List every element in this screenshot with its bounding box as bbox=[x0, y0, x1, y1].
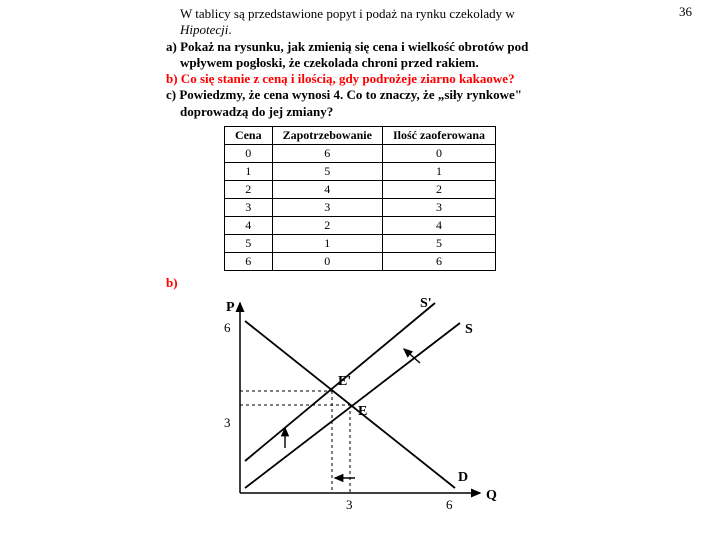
svg-text:6: 6 bbox=[224, 320, 231, 335]
svg-text:E': E' bbox=[338, 374, 351, 389]
table-cell: 6 bbox=[272, 144, 382, 162]
table-cell: 3 bbox=[382, 198, 495, 216]
table-cell: 6 bbox=[224, 252, 272, 270]
svg-text:Q: Q bbox=[486, 488, 497, 503]
question-a-l2: wpływem pogłoski, że czekolada chroni pr… bbox=[180, 55, 660, 71]
table-cell: 6 bbox=[382, 252, 495, 270]
svg-text:6: 6 bbox=[446, 497, 453, 512]
svg-text:S: S bbox=[465, 322, 473, 337]
table-cell: 5 bbox=[224, 234, 272, 252]
table-cell: 5 bbox=[272, 162, 382, 180]
table-row: 333 bbox=[224, 198, 495, 216]
table-row: 151 bbox=[224, 162, 495, 180]
th-ilosc: Ilość zaoferowana bbox=[382, 126, 495, 144]
table-cell: 1 bbox=[272, 234, 382, 252]
svg-text:3: 3 bbox=[346, 497, 353, 512]
question-c-l2: doprowadzą do jej zmiany? bbox=[180, 104, 660, 120]
svg-text:D: D bbox=[458, 470, 468, 485]
data-table: Cena Zapotrzebowanie Ilość zaoferowana 0… bbox=[224, 126, 496, 271]
table-cell: 5 bbox=[382, 234, 495, 252]
table-row: 515 bbox=[224, 234, 495, 252]
question-c-l1: c) Powiedzmy, że cena wynosi 4. Co to zn… bbox=[166, 87, 660, 103]
page-number: 36 bbox=[679, 4, 692, 20]
intro-italic: Hipotecji bbox=[180, 22, 228, 37]
table-cell: 3 bbox=[272, 198, 382, 216]
table-cell: 2 bbox=[272, 216, 382, 234]
th-cena: Cena bbox=[224, 126, 272, 144]
table-header-row: Cena Zapotrzebowanie Ilość zaoferowana bbox=[224, 126, 495, 144]
table-cell: 4 bbox=[272, 180, 382, 198]
question-b: b) Co się stanie z ceną i ilością, gdy p… bbox=[166, 71, 660, 87]
table-row: 424 bbox=[224, 216, 495, 234]
intro-text: W tablicy są przedstawione popyt i podaż… bbox=[180, 6, 640, 39]
table-cell: 0 bbox=[272, 252, 382, 270]
table-cell: 4 bbox=[382, 216, 495, 234]
svg-text:3: 3 bbox=[224, 415, 231, 430]
table-cell: 0 bbox=[224, 144, 272, 162]
table-row: 242 bbox=[224, 180, 495, 198]
th-zapotrzebowanie: Zapotrzebowanie bbox=[272, 126, 382, 144]
svg-text:S': S' bbox=[420, 296, 432, 311]
intro-tail: . bbox=[228, 22, 231, 37]
supply-demand-chart: PQ3636DSS'EE' bbox=[20, 293, 700, 527]
table-cell: 1 bbox=[382, 162, 495, 180]
table-cell: 1 bbox=[224, 162, 272, 180]
svg-text:E: E bbox=[358, 404, 367, 419]
svg-text:P: P bbox=[226, 300, 235, 315]
table-cell: 2 bbox=[382, 180, 495, 198]
table-row: 606 bbox=[224, 252, 495, 270]
section-b-label: b) bbox=[166, 275, 700, 291]
table-cell: 0 bbox=[382, 144, 495, 162]
questions-block: a) Pokaż na rysunku, jak zmienią się cen… bbox=[166, 39, 660, 120]
question-a-l1: a) Pokaż na rysunku, jak zmienią się cen… bbox=[166, 39, 660, 55]
table-row: 060 bbox=[224, 144, 495, 162]
table-cell: 4 bbox=[224, 216, 272, 234]
intro-line1: W tablicy są przedstawione popyt i podaż… bbox=[180, 6, 515, 21]
table-cell: 2 bbox=[224, 180, 272, 198]
table-cell: 3 bbox=[224, 198, 272, 216]
